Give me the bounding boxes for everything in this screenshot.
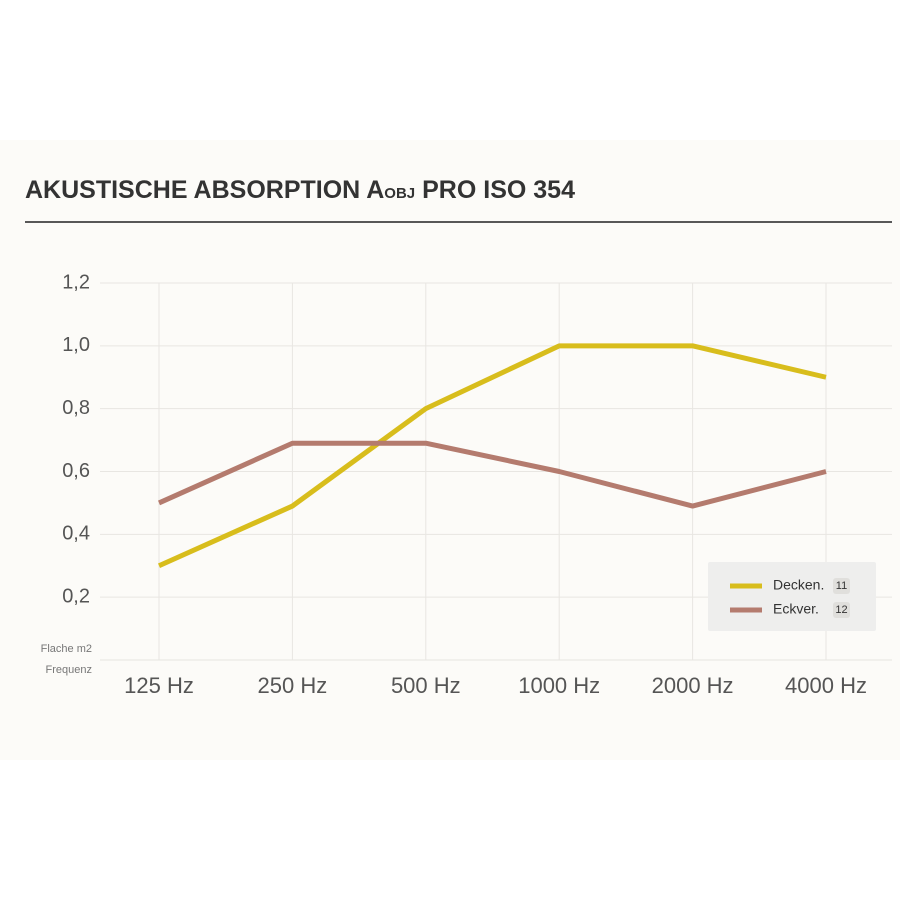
y-tick-label: 1,0 (62, 334, 90, 356)
x-tick-label: 250 Hz (258, 673, 328, 698)
y-tick-label: 0,4 (62, 523, 90, 545)
legend-box (708, 562, 876, 631)
y-axis-label: Flache m2 (41, 643, 92, 655)
legend: Decken. 11 Eckver. 12 (708, 562, 876, 631)
legend-badge-bg (833, 602, 850, 618)
title-main: AKUSTISCHE ABSORPTION A (25, 176, 384, 204)
series-line (157, 343, 827, 569)
y-tick-label: 0,6 (62, 460, 90, 482)
x-tick-label: 2000 Hz (652, 673, 734, 698)
legend-label: Eckver. (773, 601, 819, 617)
title-subscript: OBJ (384, 185, 415, 202)
y-tick-label: 0,2 (62, 585, 90, 607)
series-line (157, 440, 827, 509)
x-tick-label: 125 Hz (124, 673, 194, 698)
chart-title: AKUSTISCHE ABSORPTION AOBJ PRO ISO 354 (25, 176, 575, 204)
x-tick-label: 4000 Hz (785, 673, 867, 698)
title-suffix: PRO ISO 354 (422, 176, 575, 204)
y-tick-label: 0,8 (62, 397, 90, 419)
x-tick-label: 500 Hz (391, 673, 461, 698)
x-axis-label: Frequenz (46, 664, 92, 676)
legend-label: Decken. (773, 577, 824, 593)
y-tick-label: 1,2 (62, 271, 90, 293)
x-tick-label: 1000 Hz (518, 673, 600, 698)
legend-badge: 12 (835, 604, 847, 616)
legend-badge-bg (833, 578, 850, 594)
legend-badge: 11 (836, 580, 847, 592)
